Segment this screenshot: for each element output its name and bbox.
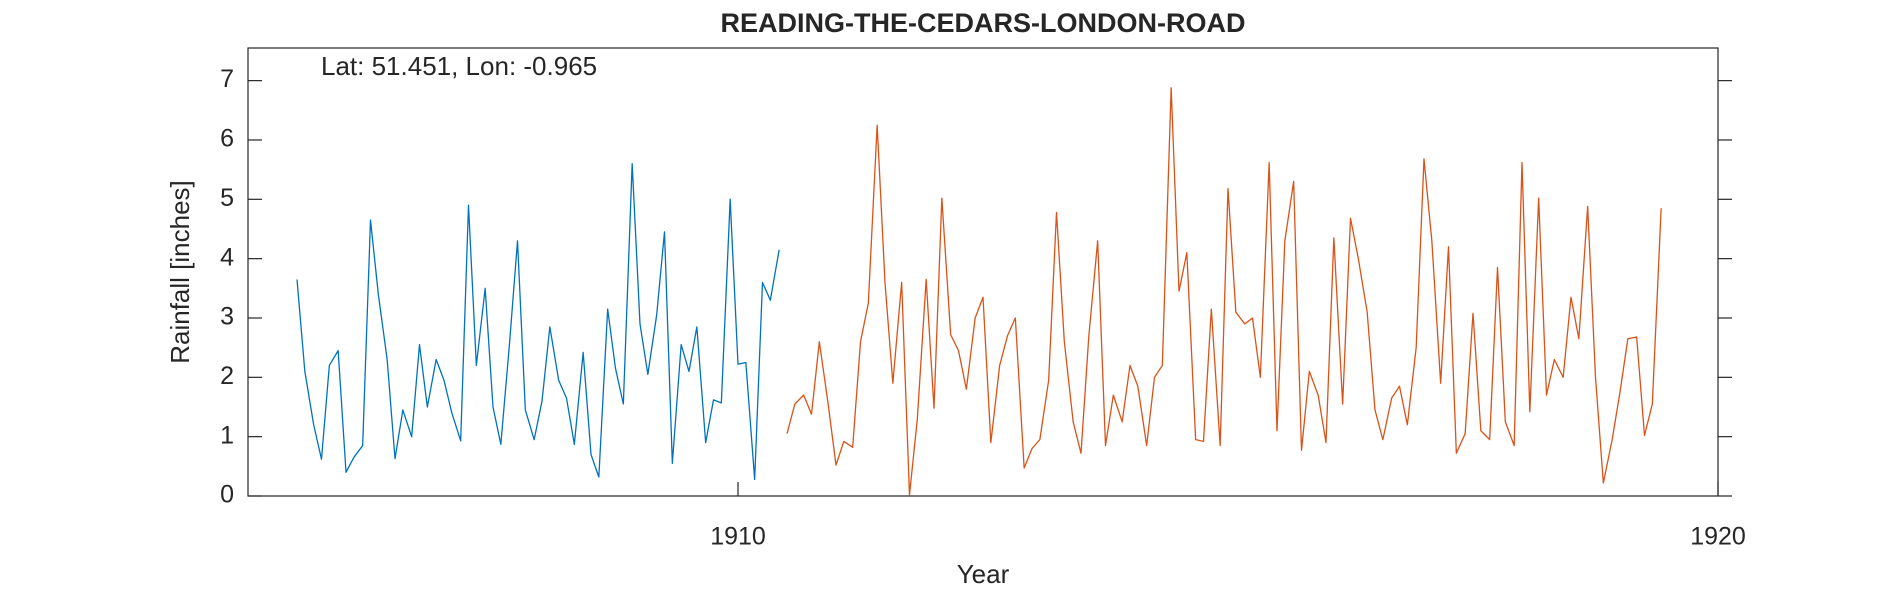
plot-area <box>247 47 1719 497</box>
y-tick-label: 0 <box>220 481 234 509</box>
y-tick-label: 5 <box>220 184 234 212</box>
series-line <box>296 163 780 481</box>
chart-title: READING-THE-CEDARS-LONDON-ROAD <box>721 8 1246 38</box>
y-axis-label: Rainfall [inches] <box>165 180 195 364</box>
series-line <box>786 87 1662 496</box>
x-axis-label: Year <box>957 559 1010 589</box>
y-tick-label: 3 <box>220 303 234 331</box>
annotation: Lat: 51.451, Lon: -0.965 <box>321 51 597 81</box>
y-tick-label: 4 <box>220 243 234 271</box>
y-tick-label: 7 <box>220 65 234 93</box>
x-tick-label: 1910 <box>710 523 766 551</box>
y-tick-label: 1 <box>220 421 234 449</box>
x-tick-label: 1920 <box>1690 523 1746 551</box>
y-tick-label: 6 <box>220 125 234 153</box>
y-tick-label: 2 <box>220 362 234 390</box>
